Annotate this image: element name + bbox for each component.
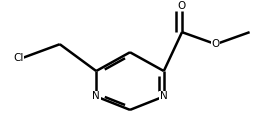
Text: N: N: [92, 92, 100, 101]
Text: N: N: [160, 92, 168, 101]
Text: O: O: [212, 39, 220, 49]
Text: Cl: Cl: [13, 53, 23, 63]
Text: O: O: [178, 1, 186, 11]
